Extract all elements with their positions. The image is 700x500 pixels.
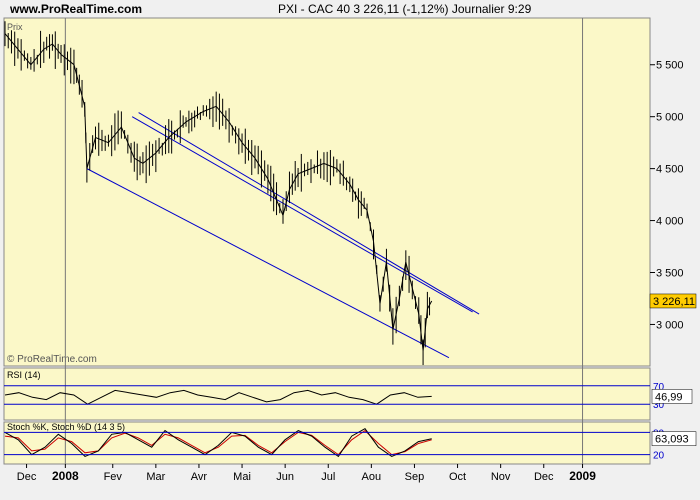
stoch-k-line (4, 428, 432, 458)
y-tick-label: 3 500 (656, 268, 684, 280)
stoch-level-label: 20 (653, 451, 665, 462)
rsi-value-box (651, 389, 693, 404)
axes: 3 000 3 500 4 000 4 500 5 000 5 500 3 226,11 De… (17, 60, 697, 483)
site-name[interactable]: www.ProRealTime.com (10, 2, 143, 16)
price-series (4, 21, 433, 366)
x-tick-label: Fev (104, 471, 123, 483)
x-tick-label: Sep (405, 471, 425, 483)
x-tick-label: 2008 (52, 469, 79, 483)
y-tick-label: 4 000 (656, 216, 684, 228)
trend-channel-line (131, 116, 473, 313)
y-tick-label: 5 500 (656, 60, 684, 72)
rsi-line (4, 389, 432, 405)
y-tick-label: 4 500 (656, 164, 684, 176)
x-tick-label: Nov (491, 471, 511, 483)
header-bar: www.ProRealTime.com PXI - CAC 40 3 226,1… (0, 0, 700, 18)
price-panel-label: Prix (7, 22, 23, 32)
watermark: © ProRealTime.com (7, 354, 97, 365)
x-tick-label: Dec (17, 471, 37, 483)
trend-channel-line (86, 168, 450, 359)
grid (64, 18, 584, 464)
channel-lines (86, 112, 480, 359)
stoch-panel (3, 421, 651, 465)
rsi-value-label: 46,99 (655, 391, 683, 403)
stoch-value-label: 63,093 (655, 434, 689, 446)
y-tick-label: 3 000 (656, 319, 684, 331)
stoch-label: Stoch %K, Stoch %D (14 3 5) (7, 422, 125, 432)
x-tick-label: Dec (534, 471, 554, 483)
stoch-d-line (4, 429, 432, 456)
x-tick-label: Avr (191, 471, 208, 483)
x-tick-label: Aou (362, 471, 382, 483)
x-tick-label: Oct (449, 471, 466, 483)
rsi-level-label: 30 (653, 400, 665, 411)
rsi-label: RSI (14) (7, 370, 41, 380)
last-value-label: 3 226,11 (653, 296, 695, 308)
trend-channel-line (138, 112, 480, 315)
x-tick-label: 2009 (569, 469, 596, 483)
x-tick-label: Mai (233, 471, 251, 483)
x-tick-label: Jun (276, 471, 294, 483)
rsi-level-label: 70 (653, 382, 665, 393)
stoch-value-box (651, 431, 697, 446)
price-panel (3, 17, 651, 367)
y-tick-label: 5 000 (656, 112, 684, 124)
x-tick-label: Mar (146, 471, 165, 483)
last-value-box (649, 293, 697, 309)
chart-title: PXI - CAC 40 3 226,11 (-1,12%) Journalie… (278, 2, 532, 16)
x-tick-label: Jul (321, 471, 335, 483)
